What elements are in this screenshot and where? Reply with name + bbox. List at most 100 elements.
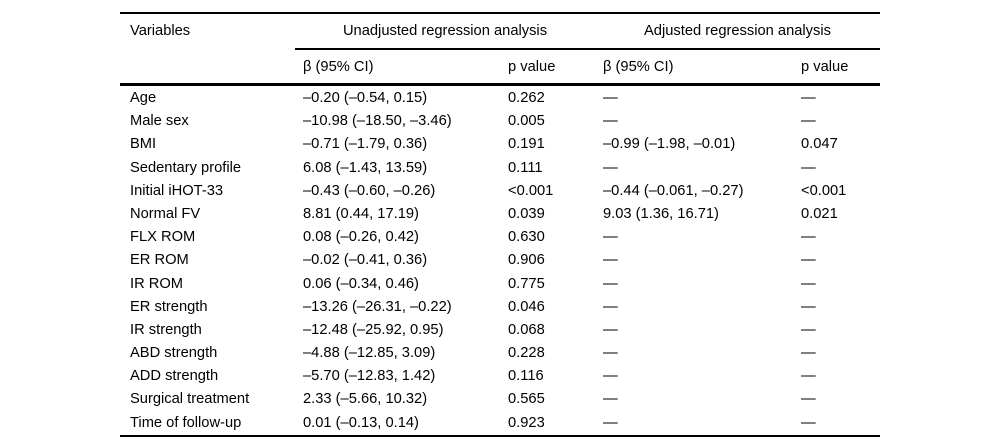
cell-adjusted-beta: —	[603, 391, 618, 408]
cell-adjusted-beta: 9.03 (1.36, 16.71)	[603, 205, 719, 222]
cell-variable: Surgical treatment	[130, 391, 250, 408]
cell-unadjusted-p: 0.923	[508, 414, 545, 431]
cell-variable: Time of follow-up	[130, 414, 242, 431]
cell-unadjusted-beta: 0.08 (–0.26, 0.42)	[303, 229, 419, 246]
cell-adjusted-p: —	[801, 229, 816, 246]
cell-unadjusted-beta: –0.02 (–0.41, 0.36)	[303, 252, 428, 269]
group-header-rule	[295, 48, 880, 50]
table-row: FLX ROM 0.08 (–0.26, 0.42) 0.630 — —	[120, 226, 880, 249]
cell-adjusted-p: —	[801, 321, 816, 338]
cell-unadjusted-p: <0.001	[508, 182, 554, 199]
cell-adjusted-p: —	[801, 368, 816, 385]
cell-variable: Male sex	[130, 113, 189, 130]
cell-unadjusted-beta: 0.06 (–0.34, 0.46)	[303, 275, 419, 292]
cell-adjusted-p: —	[801, 414, 816, 431]
cell-unadjusted-p: 0.228	[508, 345, 545, 362]
table-row: Age –0.20 (–0.54, 0.15) 0.262 — —	[120, 87, 880, 110]
cell-variable: Age	[130, 90, 157, 106]
cell-unadjusted-p: 0.046	[508, 298, 545, 315]
cell-unadjusted-p: 0.116	[508, 368, 544, 385]
table-row: Initial iHOT-33 –0.43 (–0.60, –0.26) <0.…	[120, 180, 880, 203]
cell-adjusted-p: <0.001	[801, 182, 847, 199]
table-header-groups: Variables Unadjusted regression analysis…	[120, 14, 880, 48]
cell-adjusted-beta: —	[603, 368, 618, 385]
table-subheader: β (95% CI) p value β (95% CI) p value	[120, 50, 880, 86]
table-row: Normal FV 8.81 (0.44, 17.19) 0.039 9.03 …	[120, 203, 880, 226]
column-header-variables: Variables	[130, 23, 191, 39]
cell-adjusted-p: —	[801, 298, 816, 315]
cell-adjusted-beta: –0.99 (–1.98, –0.01)	[603, 136, 736, 153]
cell-unadjusted-beta: –0.43 (–0.60, –0.26)	[303, 182, 436, 199]
cell-adjusted-p: —	[801, 90, 816, 106]
cell-adjusted-p: —	[801, 252, 816, 269]
cell-unadjusted-p: 0.565	[508, 391, 545, 408]
cell-adjusted-p: —	[801, 391, 816, 408]
cell-variable: Initial iHOT-33	[130, 182, 224, 199]
column-header-unadjusted-p: p value	[508, 58, 556, 75]
cell-adjusted-beta: —	[603, 298, 618, 315]
column-header-adjusted-beta: β (95% CI)	[603, 58, 674, 75]
cell-unadjusted-beta: –0.71 (–1.79, 0.36)	[303, 136, 428, 153]
regression-table: Variables Unadjusted regression analysis…	[120, 12, 880, 437]
cell-unadjusted-beta: –10.98 (–18.50, –3.46)	[303, 113, 452, 130]
cell-adjusted-beta: —	[603, 275, 618, 292]
table-row: ER ROM –0.02 (–0.41, 0.36) 0.906 — —	[120, 249, 880, 272]
cell-unadjusted-p: 0.039	[508, 205, 545, 222]
table-row: ER strength –13.26 (–26.31, –0.22) 0.046…	[120, 296, 880, 319]
cell-adjusted-beta: —	[603, 229, 618, 246]
cell-unadjusted-beta: 2.33 (–5.66, 10.32)	[303, 391, 428, 408]
cell-unadjusted-beta: –5.70 (–12.83, 1.42)	[303, 368, 436, 385]
cell-adjusted-p: —	[801, 345, 816, 362]
cell-variable: ER ROM	[130, 252, 189, 269]
cell-unadjusted-p: 0.068	[508, 321, 545, 338]
cell-adjusted-p: —	[801, 159, 816, 176]
column-header-adjusted-p: p value	[801, 58, 849, 75]
column-header-unadjusted-beta: β (95% CI)	[303, 58, 374, 75]
cell-adjusted-beta: —	[603, 345, 618, 362]
cell-unadjusted-beta: –12.48 (–25.92, 0.95)	[303, 321, 444, 338]
table-body: Age –0.20 (–0.54, 0.15) 0.262 — — Male s…	[120, 86, 880, 437]
table-row: ADD strength –5.70 (–12.83, 1.42) 0.116 …	[120, 365, 880, 388]
cell-variable: Sedentary profile	[130, 159, 242, 176]
cell-adjusted-beta: —	[603, 321, 618, 338]
cell-unadjusted-p: 0.775	[508, 275, 545, 292]
table-row: Surgical treatment 2.33 (–5.66, 10.32) 0…	[120, 388, 880, 411]
cell-variable: ADD strength	[130, 368, 219, 385]
cell-variable: Normal FV	[130, 205, 201, 222]
cell-unadjusted-p: 0.630	[508, 229, 545, 246]
cell-unadjusted-beta: 0.01 (–0.13, 0.14)	[303, 414, 419, 431]
column-group-unadjusted: Unadjusted regression analysis	[342, 23, 548, 39]
cell-variable: ER strength	[130, 298, 208, 315]
cell-variable: BMI	[130, 136, 157, 153]
table-row: ABD strength –4.88 (–12.85, 3.09) 0.228 …	[120, 342, 880, 365]
cell-unadjusted-beta: 6.08 (–1.43, 13.59)	[303, 159, 428, 176]
table-row: IR strength –12.48 (–25.92, 0.95) 0.068 …	[120, 319, 880, 342]
cell-adjusted-beta: —	[603, 414, 618, 431]
cell-variable: ABD strength	[130, 345, 218, 362]
cell-unadjusted-beta: –4.88 (–12.85, 3.09)	[303, 345, 436, 362]
cell-variable: IR ROM	[130, 275, 184, 292]
cell-adjusted-p: 0.047	[801, 136, 838, 153]
table-row: Male sex –10.98 (–18.50, –3.46) 0.005 — …	[120, 110, 880, 133]
cell-variable: IR strength	[130, 321, 202, 338]
cell-unadjusted-p: 0.005	[508, 113, 545, 130]
cell-variable: FLX ROM	[130, 229, 196, 246]
cell-adjusted-beta: —	[603, 252, 618, 269]
table-row: BMI –0.71 (–1.79, 0.36) 0.191 –0.99 (–1.…	[120, 133, 880, 156]
cell-adjusted-beta: –0.44 (–0.061, –0.27)	[603, 182, 744, 199]
cell-unadjusted-p: 0.262	[508, 90, 545, 106]
cell-unadjusted-p: 0.111	[508, 159, 543, 176]
cell-unadjusted-p: 0.906	[508, 252, 545, 269]
cell-adjusted-beta: —	[603, 113, 618, 130]
cell-adjusted-p: —	[801, 113, 816, 130]
cell-adjusted-beta: —	[603, 159, 618, 176]
cell-unadjusted-beta: –13.26 (–26.31, –0.22)	[303, 298, 452, 315]
column-group-adjusted: Adjusted regression analysis	[644, 23, 831, 39]
table-row: Sedentary profile 6.08 (–1.43, 13.59) 0.…	[120, 157, 880, 180]
table-row: IR ROM 0.06 (–0.34, 0.46) 0.775 — —	[120, 273, 880, 296]
table-row: Time of follow-up 0.01 (–0.13, 0.14) 0.9…	[120, 412, 880, 435]
cell-unadjusted-beta: 8.81 (0.44, 17.19)	[303, 205, 419, 222]
cell-unadjusted-p: 0.191	[508, 136, 545, 153]
cell-adjusted-p: —	[801, 275, 816, 292]
cell-adjusted-p: 0.021	[801, 205, 838, 222]
